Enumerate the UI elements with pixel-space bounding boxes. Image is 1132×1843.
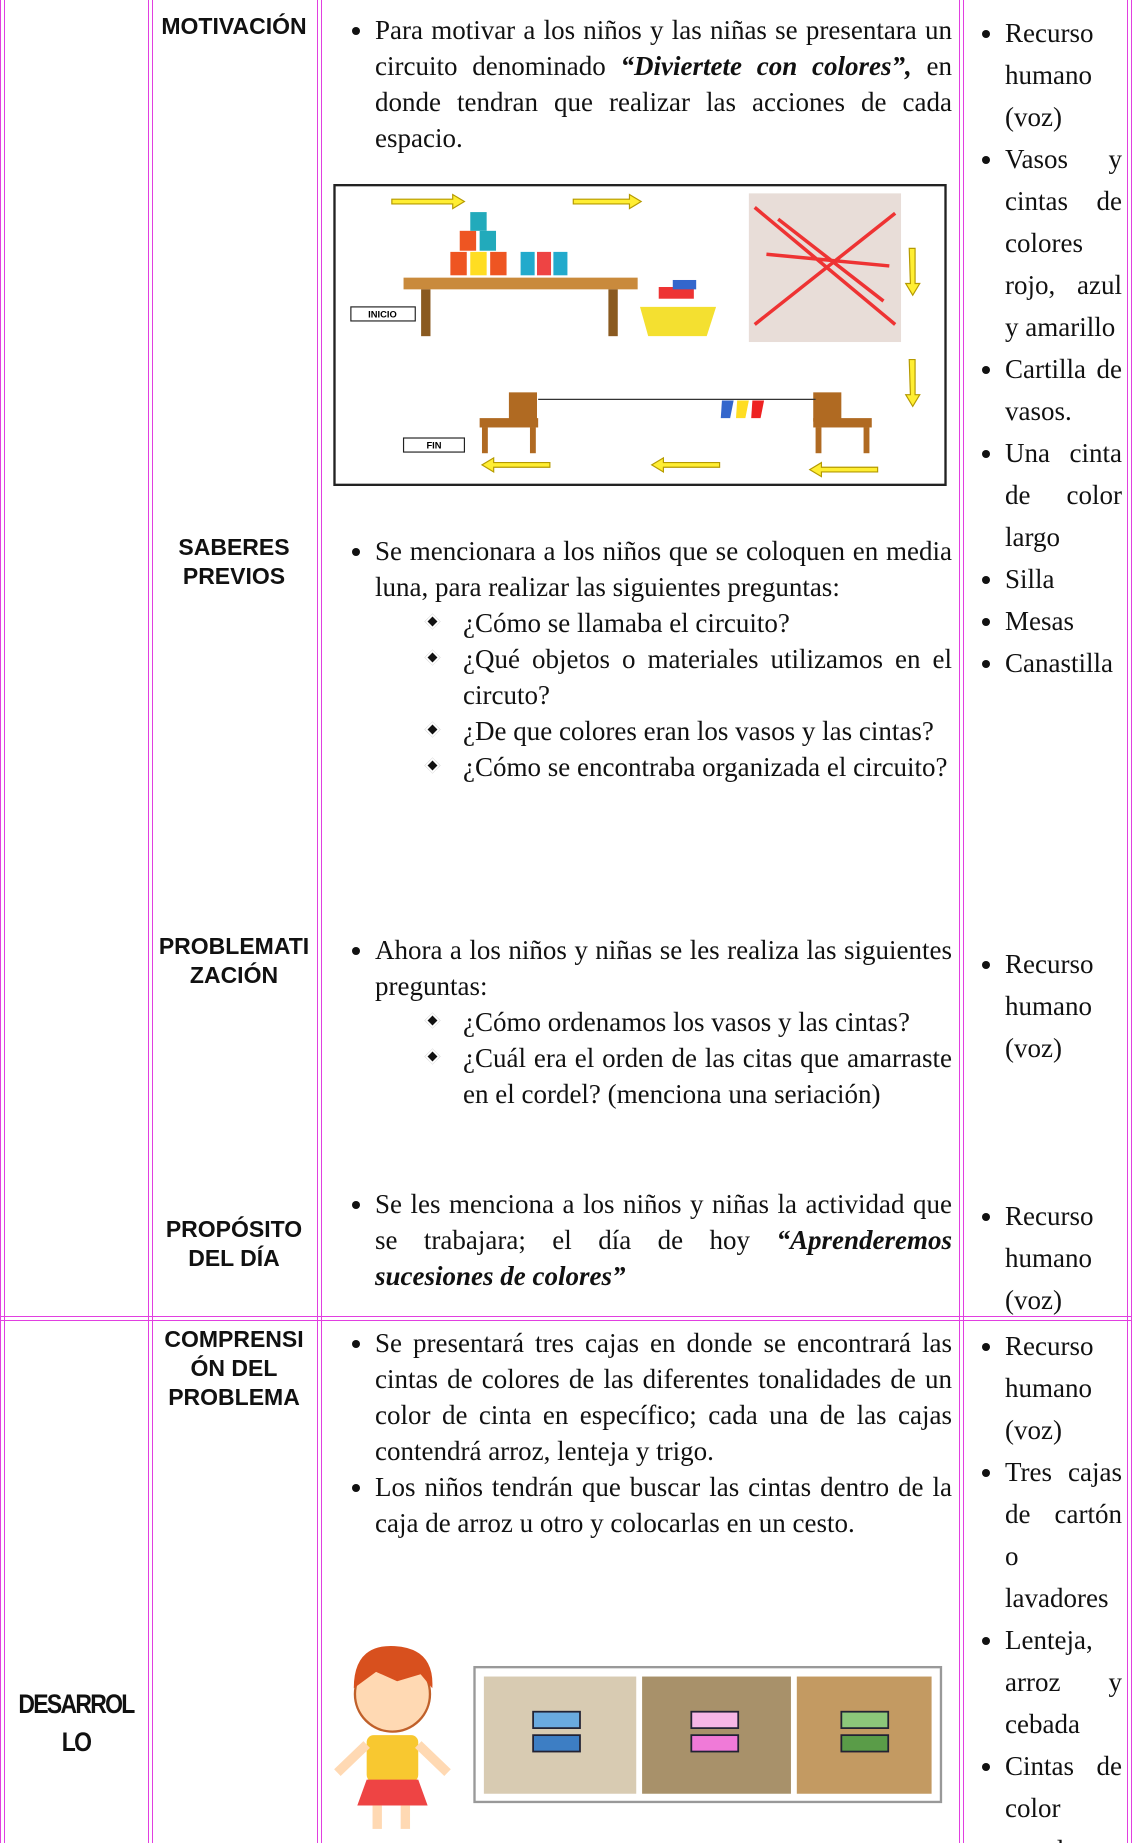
border [0,1316,1132,1321]
resource: Una cinta de color largo [1005,432,1122,558]
border [148,0,153,1843]
bullet: Ahora a los niños y niñas se les realiza… [375,932,952,1112]
question: ¿Cómo se encontraba organizada el circui… [463,749,952,785]
resource: Silla [1005,558,1122,600]
resource: Recurso humano (voz) [1005,943,1122,1069]
section-label: SABERES PREVIOS [178,534,290,589]
border [317,0,322,1843]
resource: Recurso humano (voz) [1005,1325,1122,1451]
resource: Cintas de color rosado, [1005,1745,1122,1843]
bullet: Para motivar a los niños y las niñas se … [375,12,952,156]
bullet-list: Se les menciona a los niños y niñas la a… [319,1186,952,1294]
border [0,0,5,1843]
bullet-text: Los niños tendrán que buscar las cintas … [375,1472,952,1538]
circuit-image: INICIO FIN [333,184,947,486]
question: ¿Cómo ordenamos los vasos y las cintas? [463,1004,952,1040]
bullet-text: Ahora a los niños y niñas se les realiza… [375,935,952,1001]
emphasis: “Diviertete con colores”, [620,51,912,81]
resources: Recurso humano (voz) [961,943,1122,1069]
resource: Canastilla [1005,642,1122,684]
resource-list: Recurso humano (voz)Tres cajas de cartón… [961,1325,1122,1843]
section-label: COMPRENSIÓN DEL PROBLEMA [164,1326,304,1410]
section-label: PROPÓSITO DEL DÍA [165,1216,303,1271]
question-list: ¿Cómo ordenamos los vasos y las cintas? ¿… [375,1004,952,1112]
resource: Tres cajas de cartón o lavadores [1005,1451,1122,1619]
question: ¿Cómo se llamaba el circuito? [463,605,952,641]
resource: Recurso humano (voz) [1005,1195,1122,1321]
bullet-list: Se mencionara a los niños que se coloque… [319,533,952,785]
resource: Recurso humano (voz) [1005,12,1122,138]
bullet: Los niños tendrán que buscar las cintas … [375,1469,952,1541]
resources: Recurso humano (voz)Tres cajas de cartón… [961,1325,1122,1843]
border [959,0,964,1843]
bullet: Se les menciona a los niños y niñas la a… [375,1186,952,1294]
bullet-text: Se presentará tres cajas en donde se enc… [375,1328,952,1466]
resource: Cartilla de vasos. [1005,348,1122,432]
section-content: Se les menciona a los niños y niñas la a… [319,1186,952,1294]
section-label: PROBLEMATIZACIÓN [158,933,310,988]
emphasis: “Aprenderemos sucesiones de colores” [375,1225,952,1291]
resource: Lenteja, arroz y cebada [1005,1619,1122,1745]
bullet-list: Se presentará tres cajas en donde se enc… [319,1325,952,1541]
question-list: ¿Cómo se llamaba el circuito? ¿Qué objeto… [375,605,952,785]
bullet-text: Para motivar a los niños y las niñas se … [375,15,952,81]
question: ¿Cuál era el orden de las citas que amar… [463,1040,952,1112]
resource-list: Recurso humano (voz)Vasos y cintas de co… [961,12,1122,684]
bullet: Se mencionara a los niños que se coloque… [375,533,952,785]
resources: Recurso humano (voz) [961,1195,1122,1321]
stage-label: DESARROLLO [18,1689,135,1757]
bullet-list: Ahora a los niños y niñas se les realiza… [319,932,952,1112]
resource: Vasos y cintas de colores rojo, azul y a… [1005,138,1122,348]
question: ¿Qué objetos o materiales utilizamos en … [463,641,952,713]
section-content: Se mencionara a los niños que se coloque… [319,533,952,785]
resource: Mesas [1005,600,1122,642]
bullet-text: Se les menciona a los niños y niñas la a… [375,1189,952,1255]
resources: Recurso humano (voz)Vasos y cintas de co… [961,12,1122,684]
boxes-image [334,1645,943,1829]
end-label: FIN [426,441,441,451]
start-label: INICIO [368,310,397,320]
bullet: Se presentará tres cajas en donde se enc… [375,1325,952,1469]
bullet-list: Para motivar a los niños y las niñas se … [319,12,952,156]
resource-list: Recurso humano (voz) [961,1195,1122,1321]
bullet-text: Se mencionara a los niños que se coloque… [375,536,952,602]
resource-list: Recurso humano (voz) [961,943,1122,1069]
section-content: Ahora a los niños y niñas se les realiza… [319,932,952,1112]
section-content: Para motivar a los niños y las niñas se … [319,12,952,156]
border [1127,0,1132,1843]
bullet-text: en donde tendran que realizar las accion… [375,51,953,153]
question: ¿De que colores eran los vasos y las cin… [463,713,952,749]
section-label: MOTIVACIÓN [161,13,307,39]
section-content: Se presentará tres cajas en donde se enc… [319,1325,952,1541]
